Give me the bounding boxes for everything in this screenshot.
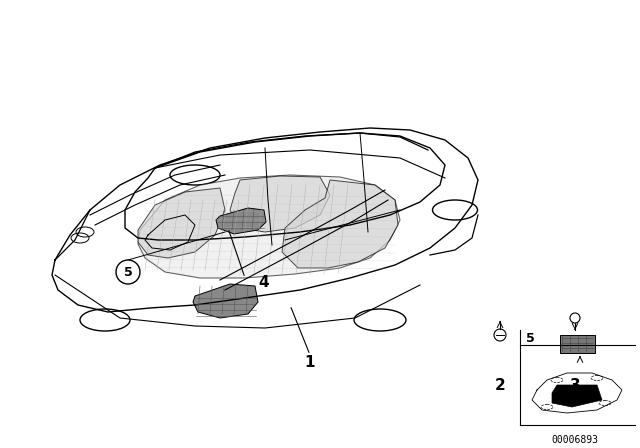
Polygon shape bbox=[193, 284, 258, 318]
Polygon shape bbox=[560, 335, 595, 353]
Text: 2: 2 bbox=[495, 378, 506, 392]
Text: 00006893: 00006893 bbox=[552, 435, 598, 445]
Polygon shape bbox=[138, 188, 225, 258]
Polygon shape bbox=[282, 180, 398, 268]
Polygon shape bbox=[138, 175, 400, 278]
Text: 3: 3 bbox=[570, 378, 580, 392]
Text: 5: 5 bbox=[526, 332, 535, 345]
Polygon shape bbox=[552, 385, 602, 407]
Circle shape bbox=[116, 260, 140, 284]
Text: 5: 5 bbox=[124, 266, 132, 279]
Polygon shape bbox=[230, 176, 330, 232]
Polygon shape bbox=[216, 208, 266, 234]
Text: 4: 4 bbox=[258, 275, 269, 289]
Text: 1: 1 bbox=[305, 354, 316, 370]
